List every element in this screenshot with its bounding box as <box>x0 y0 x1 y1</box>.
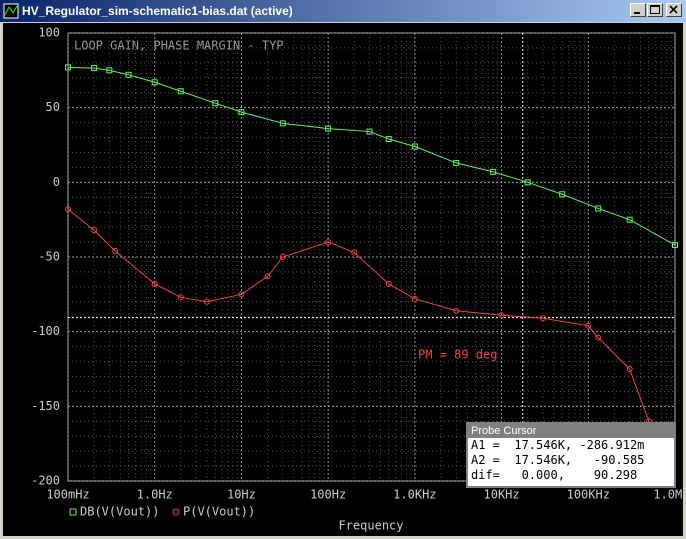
x-tick-label: 10Hz <box>227 488 256 502</box>
y-tick-label: -200 <box>31 474 60 488</box>
legend-marker <box>172 508 180 516</box>
data-point <box>490 168 497 175</box>
y-tick-label: 50 <box>46 100 60 114</box>
data-point <box>106 67 113 74</box>
series-line <box>67 208 660 482</box>
x-tick-label: 10KHz <box>484 488 520 502</box>
data-point <box>91 65 98 72</box>
y-tick-label: -50 <box>38 250 60 264</box>
probe-row: A2 = 17.546K, -90.585 <box>471 453 645 467</box>
data-point <box>177 88 184 95</box>
minimize-button[interactable] <box>630 3 646 17</box>
x-tick-label: 1.0Hz <box>137 488 173 502</box>
series-line <box>67 66 676 246</box>
data-point <box>351 249 358 256</box>
data-point <box>385 280 392 287</box>
data-point <box>595 205 602 212</box>
data-point <box>238 109 245 116</box>
data-point <box>125 71 132 78</box>
data-point <box>325 239 332 246</box>
chart-title: LOOP GAIN, PHASE MARGIN - TYP <box>74 39 284 53</box>
data-point <box>151 79 158 86</box>
data-point <box>264 273 271 280</box>
data-point <box>279 120 286 127</box>
legend-label: DB(V(Vout)) <box>80 505 159 519</box>
probe-row: dif= 0.000, 90.298 <box>471 468 638 482</box>
data-point <box>279 254 286 260</box>
probe-title: Probe Cursor <box>468 424 674 438</box>
data-point <box>65 64 71 71</box>
x-tick-label: 100mHz <box>46 488 89 502</box>
close-button[interactable] <box>666 3 682 17</box>
data-point <box>177 294 184 301</box>
window-title: HV_Regulator_sim-schematic1-bias.dat (ac… <box>22 4 293 18</box>
data-point <box>65 206 71 213</box>
data-point <box>112 248 119 255</box>
data-point <box>238 291 245 298</box>
data-point <box>325 125 332 132</box>
data-point <box>595 334 602 341</box>
y-tick-label: 100 <box>38 26 60 40</box>
data-point <box>151 280 158 287</box>
title-bar: HV_Regulator_sim-schematic1-bias.dat (ac… <box>0 0 686 22</box>
data-point <box>91 227 98 234</box>
x-tick-label: 1.0MHz <box>653 488 686 502</box>
x-axis-label: Frequency <box>338 519 403 533</box>
data-point <box>672 242 678 249</box>
y-tick-label: -150 <box>31 399 60 413</box>
data-point <box>585 322 592 329</box>
x-tick-label: 1.0KHz <box>393 488 436 502</box>
data-point <box>559 191 566 198</box>
data-point <box>385 136 392 143</box>
data-point <box>626 366 633 372</box>
y-tick-label: -100 <box>31 324 60 338</box>
data-point <box>626 216 633 223</box>
app-icon <box>3 3 19 19</box>
maximize-button[interactable] <box>647 3 663 17</box>
data-point <box>524 179 531 186</box>
annotation: PM = 89 deg <box>418 348 497 362</box>
x-tick-label: 100KHz <box>567 488 610 502</box>
data-point <box>453 159 460 166</box>
data-point <box>498 312 505 319</box>
probe-row: A1 = 17.546K, -286.912m <box>471 438 645 452</box>
data-point <box>411 143 418 150</box>
data-point <box>366 128 373 135</box>
data-point <box>212 100 219 107</box>
legend-label: P(V(Vout)) <box>183 505 255 519</box>
legend-marker <box>69 508 77 516</box>
data-point <box>203 298 210 305</box>
y-tick-label: 0 <box>53 175 60 189</box>
data-point <box>539 315 546 322</box>
x-tick-label: 100Hz <box>310 488 346 502</box>
data-point <box>411 295 418 302</box>
probe-cursor[interactable]: Probe Cursor A1 = 17.546K, -286.912m A2 … <box>466 422 676 488</box>
data-point <box>453 307 460 314</box>
